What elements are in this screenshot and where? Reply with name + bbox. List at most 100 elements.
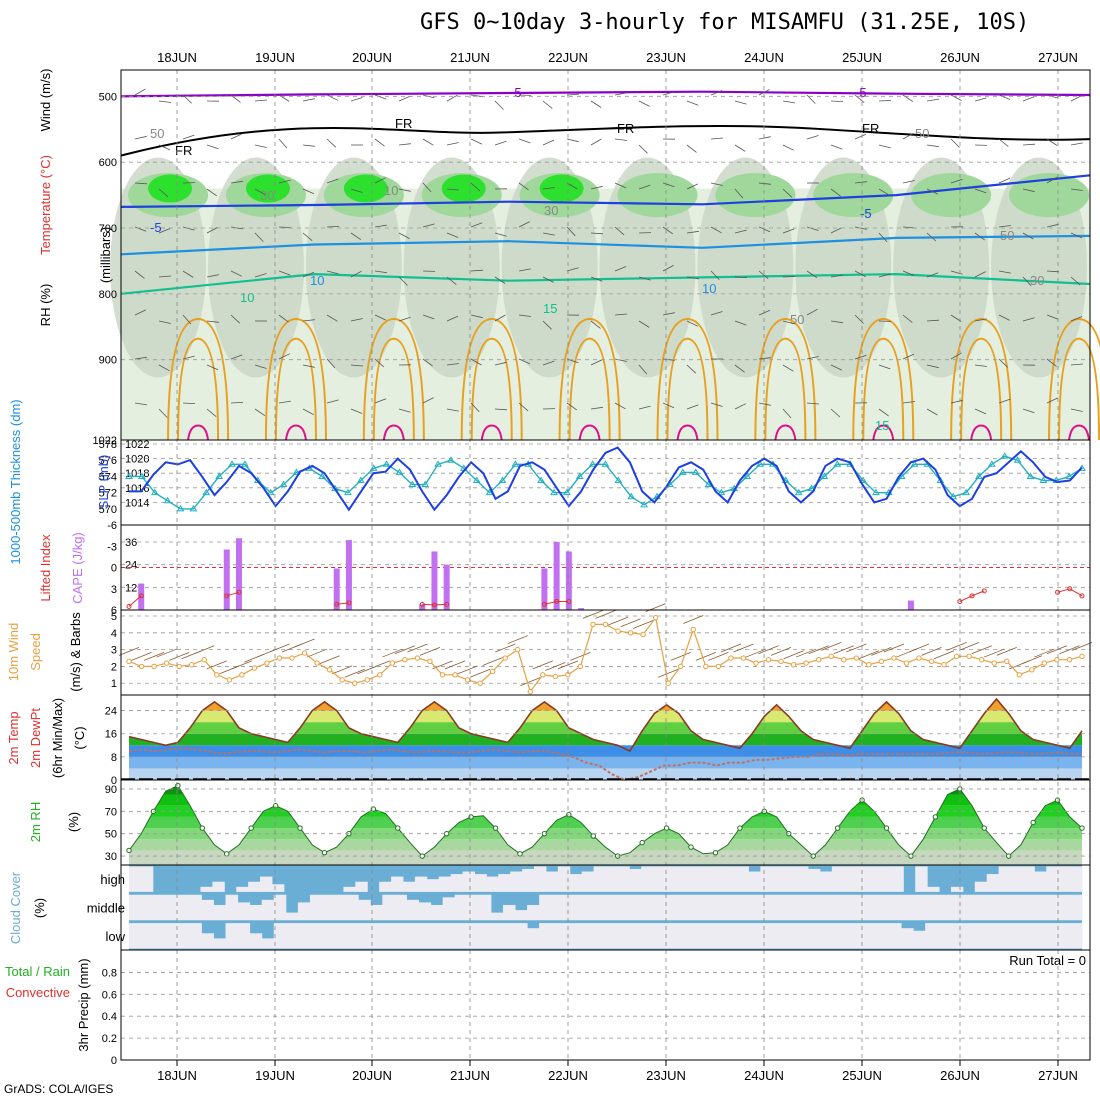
contour-label: 15 <box>875 418 889 433</box>
slp-line <box>129 446 1083 512</box>
rh-point <box>297 825 303 831</box>
wind-barb <box>998 225 1011 228</box>
cape-bar <box>541 568 548 610</box>
wind-barb <box>686 276 699 280</box>
cloud-gap <box>867 866 880 892</box>
wind-barb <box>974 364 987 367</box>
cloud-gap <box>271 884 285 892</box>
rh-point <box>932 814 939 820</box>
cloud-gap <box>402 881 416 892</box>
li-point <box>981 588 987 594</box>
rh-line <box>128 784 1083 857</box>
wind-barb <box>878 408 889 417</box>
wind-barb <box>254 364 267 369</box>
contour-label: 50 <box>915 126 929 141</box>
y-tick-label: 500 <box>99 91 117 103</box>
wind-barb <box>470 358 482 366</box>
wind-barb <box>206 408 217 418</box>
cloud-gap <box>816 894 830 921</box>
date-label-top: 20JUN <box>352 50 392 65</box>
thickness-point <box>562 488 571 496</box>
wind-barb <box>734 276 748 278</box>
freezing-line <box>120 124 1091 157</box>
cloud-gap <box>961 923 974 949</box>
li-line <box>544 601 569 605</box>
wind-barb <box>134 182 148 185</box>
wind-barb <box>830 144 843 150</box>
cloud-gap <box>225 894 239 921</box>
isotherm-hot <box>187 424 210 441</box>
cloud-gap <box>629 868 642 892</box>
cloud-gap <box>831 866 845 892</box>
rh-point <box>175 782 181 789</box>
cape-bar <box>235 538 242 610</box>
wind-barb <box>638 184 651 190</box>
cloud-gap <box>1069 894 1083 921</box>
wind-barb <box>686 364 697 374</box>
wind-point <box>1066 657 1073 663</box>
cloud-gap <box>635 923 649 949</box>
wind-barb <box>710 311 723 316</box>
wind-barb <box>974 271 986 278</box>
cloud-gap <box>213 938 227 949</box>
wind-barb <box>134 356 147 360</box>
wind-barb <box>734 229 747 234</box>
thickness-point <box>575 472 584 479</box>
wind-barb-10m <box>670 652 691 661</box>
wind-barb <box>350 97 363 102</box>
wind-barb-10m <box>332 665 353 675</box>
wind-point <box>464 677 471 683</box>
wind-barb-10m <box>169 652 190 661</box>
rh-shade-green <box>911 173 992 218</box>
wind-barb <box>854 314 864 324</box>
thickness-point <box>794 488 803 496</box>
wind-barb <box>782 364 794 372</box>
wind-point <box>703 663 709 670</box>
y-tick-label: 600 <box>99 157 117 169</box>
cloud-gap <box>1057 894 1071 921</box>
wind-point <box>765 657 772 663</box>
cloud-gap <box>1022 866 1035 892</box>
wind-barb <box>398 316 411 322</box>
thickness-point <box>872 488 880 496</box>
ylabel-precip: 3hr Precip (mm) <box>76 958 91 1051</box>
cloud-gap <box>563 923 576 949</box>
wind-barb <box>590 276 603 282</box>
cloud-gap <box>430 904 444 921</box>
cloud-gap <box>792 894 806 921</box>
thickness-point <box>537 476 545 483</box>
wind-point <box>527 688 533 695</box>
wind-barb <box>782 276 796 278</box>
wind-barb <box>1070 142 1083 146</box>
wind-barb <box>422 223 435 228</box>
wind-barb <box>326 270 339 275</box>
cloud-gap <box>671 894 685 921</box>
temp-band <box>129 733 1082 746</box>
isotherm-warm <box>362 317 425 441</box>
wind-barb <box>830 188 841 197</box>
wind-barb <box>350 364 364 367</box>
cloud-gap <box>510 871 523 892</box>
rh-point <box>688 844 694 850</box>
li-tick: 6 <box>111 605 117 617</box>
wind-barb <box>782 408 792 419</box>
wind-point <box>289 655 295 661</box>
ylabel-mb: (millibars) <box>98 227 113 283</box>
wind-barb <box>182 94 192 104</box>
cloud-gap <box>611 894 625 921</box>
cloud-gap <box>671 923 685 949</box>
cloud-gap <box>760 866 773 892</box>
wind-barb <box>278 226 292 228</box>
wind-barb <box>710 402 723 407</box>
wind-barb <box>326 399 339 404</box>
cloud-gap <box>563 894 576 921</box>
li-line <box>128 595 142 607</box>
wind-point <box>1004 658 1010 665</box>
cloud-gap <box>816 923 830 949</box>
cloud-gap <box>249 933 263 949</box>
wind-barb <box>134 309 147 316</box>
wind-barb <box>926 408 938 416</box>
cloud-gap <box>394 894 407 921</box>
cloud-gap <box>414 876 428 892</box>
cloud-gap <box>141 923 154 949</box>
